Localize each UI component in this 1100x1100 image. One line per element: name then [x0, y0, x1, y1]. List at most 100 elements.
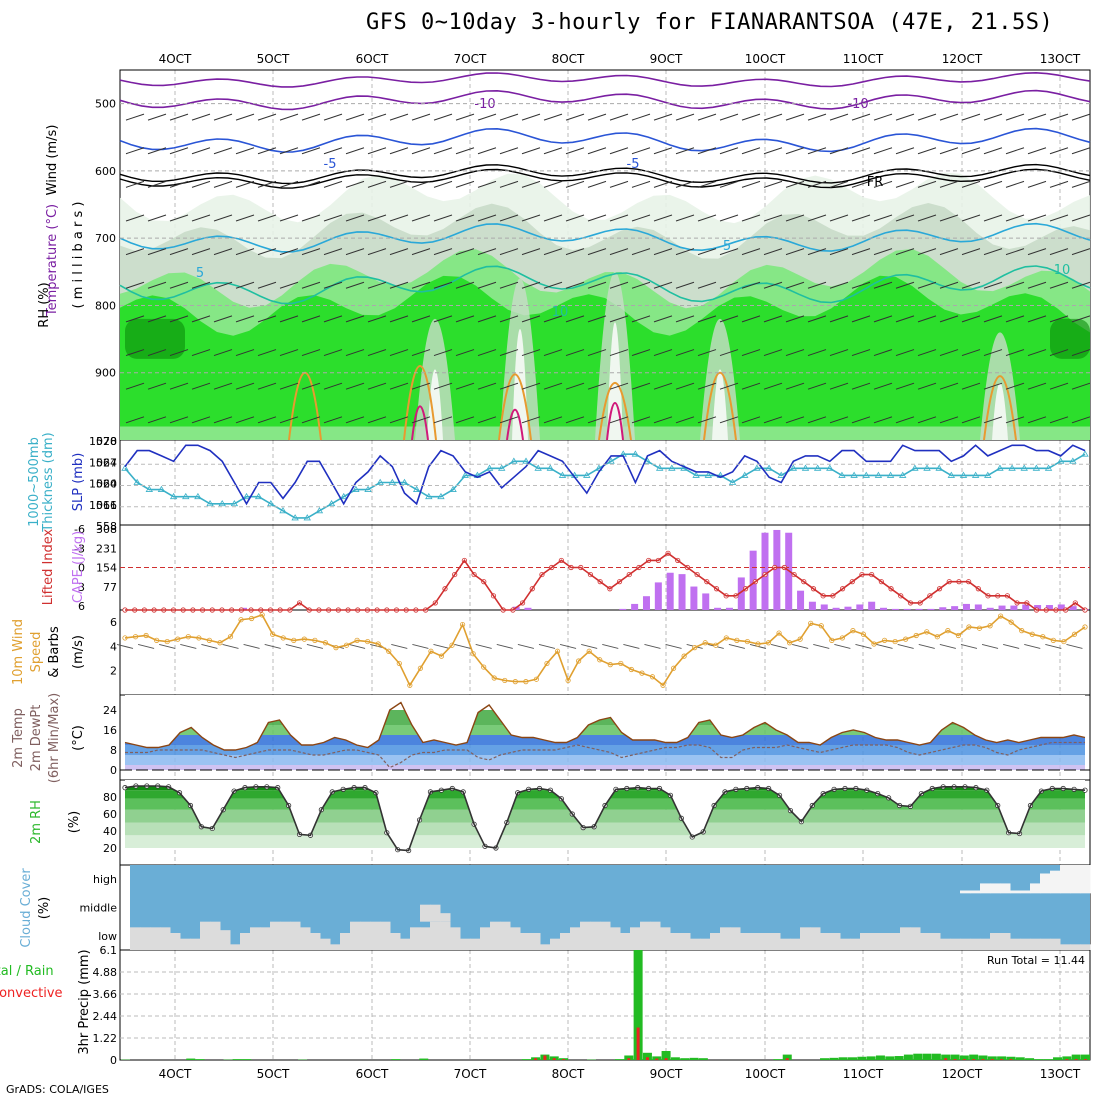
wind-barb [1027, 382, 1047, 390]
wind-barb [1071, 248, 1091, 256]
t2m-label-3: (6hr Min/Max) [47, 693, 62, 783]
wind-barb [851, 147, 871, 155]
wind-barb [961, 180, 981, 188]
wind-barb [279, 214, 299, 222]
y-tick-label-right: 1020 [89, 478, 117, 491]
wind10-barb [222, 643, 239, 649]
x-tick-label-bottom: 13OCT [1040, 1067, 1081, 1081]
wind-barb [631, 416, 651, 424]
wind-barb [257, 113, 277, 121]
precip-bar [847, 1057, 857, 1060]
wind-barb [1049, 248, 1069, 256]
cloud-level-label: middle [79, 902, 117, 915]
precip-conv-bar [785, 1058, 789, 1060]
wind-barb [455, 248, 475, 256]
wind-barb [609, 180, 629, 188]
precip-bar [969, 1054, 979, 1060]
wind-barb [895, 147, 915, 155]
wind-barb [411, 180, 431, 188]
wind-barb [455, 113, 475, 121]
wind-barb [829, 180, 849, 188]
cape-bar [761, 532, 769, 610]
wind-barb [213, 248, 233, 256]
panel-frame-precip [119, 949, 1091, 1061]
x-tick-label-top: 4OCT [159, 52, 192, 66]
wind-barb [939, 416, 959, 424]
precip-bar [941, 1054, 951, 1060]
wind-barb [939, 180, 959, 188]
cloud-bar-low [600, 921, 611, 950]
wind-barb [367, 382, 387, 390]
wind10-barb [454, 643, 471, 649]
cloud-bar-low [500, 921, 511, 950]
wind-barb [675, 180, 695, 188]
wind-barb [235, 147, 255, 155]
temp-contour-10 [119, 265, 1091, 305]
y-tick-label: 1.22 [93, 1032, 118, 1045]
y-tick-label: 6.1 [100, 944, 118, 957]
precip-bar [391, 1059, 401, 1060]
wind-barb [939, 113, 959, 121]
cloud-bar-low [360, 921, 371, 950]
wind-barb [125, 281, 145, 289]
wind-barb [345, 113, 365, 121]
wind-barb [983, 315, 1003, 323]
upper-axis-label: ( m i l l i b a r s ) [71, 202, 86, 309]
wind-barb [521, 315, 541, 323]
wind-barb [257, 281, 277, 289]
wind-barb [565, 147, 585, 155]
y-tick-label: 6 [78, 600, 85, 613]
precip-bar [614, 1059, 624, 1060]
wind-barb [191, 248, 211, 256]
wind-barb [873, 349, 893, 357]
wind-barb [675, 382, 695, 390]
contour-label: 5 [723, 239, 731, 254]
y-tick-label-right: 1024 [89, 456, 117, 469]
thickness-label-2: Thickness (dm) [41, 432, 56, 532]
y-tick-label: 570 [96, 435, 117, 448]
wind-barb [411, 281, 431, 289]
wind-barb [697, 147, 717, 155]
wind-barb [389, 382, 409, 390]
wind-barb [609, 281, 629, 289]
wind-barb [1005, 416, 1025, 424]
wind-barb [521, 416, 541, 424]
wind-barb [631, 349, 651, 357]
cloud-bar-low [280, 921, 291, 950]
wind-barb [235, 382, 255, 390]
wind-barb [719, 147, 739, 155]
wind-barb [983, 416, 1003, 424]
wind-barb [1027, 214, 1047, 222]
cloud-bar-low [660, 927, 671, 950]
cloud-bar-low [840, 938, 851, 950]
precip-conv-bar [664, 1058, 668, 1060]
cloud-bar-low [850, 938, 861, 950]
wind-barb [125, 248, 145, 256]
cloud-bar-low [770, 933, 781, 950]
cape-bar [725, 607, 733, 610]
wind-barb [499, 147, 519, 155]
wind-barb [235, 349, 255, 357]
wind-barb [895, 349, 915, 357]
wind-barb [433, 281, 453, 289]
x-tick-label-bottom: 6OCT [356, 1067, 389, 1081]
rh2m-label: 2m RH [29, 800, 44, 844]
precip-conv-bar [627, 1058, 631, 1060]
wind-barb [917, 416, 937, 424]
wind-barb [587, 248, 607, 256]
cloud-bar-low [480, 927, 491, 950]
wind-barb [235, 180, 255, 188]
wind-barb [785, 113, 805, 121]
rh-mask [125, 780, 1085, 851]
wind-barb [741, 180, 761, 188]
cape-bar [903, 608, 911, 610]
wind10-barb [306, 643, 324, 649]
y-tick-label: -3 [74, 542, 85, 555]
wind-barb [323, 180, 343, 188]
wind-barb [741, 315, 761, 323]
temp-contour-15 [703, 371, 737, 441]
wind-barb [1027, 281, 1047, 289]
cloud-bar-low [1020, 938, 1031, 950]
contour-label: FR [867, 175, 884, 190]
cloud-bar-low [150, 927, 161, 950]
